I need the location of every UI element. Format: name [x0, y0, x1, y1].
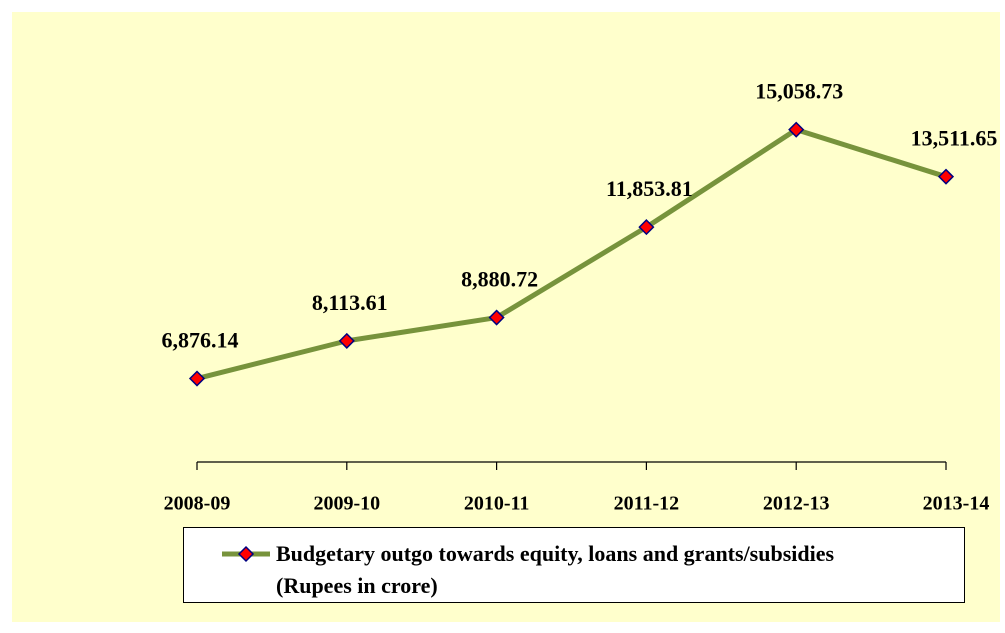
data-point: [788, 121, 805, 138]
legend-label: Budgetary outgo towards equity, loans an…: [276, 541, 835, 598]
data-point: [188, 370, 206, 387]
legend-marker: [237, 545, 255, 563]
data-point: [638, 219, 655, 236]
x-tick-label: 2009-10: [313, 493, 380, 515]
data-label: 6,876.14: [162, 328, 239, 353]
series-line: [196, 127, 947, 381]
data-label: 8,880.72: [461, 267, 538, 292]
legend: Budgetary outgo towards equity, loans an…: [183, 527, 965, 603]
legend-symbol: [222, 545, 270, 563]
x-tick-label: 2012-13: [763, 493, 830, 515]
data-point: [488, 309, 505, 326]
data-label: 13,511.65: [911, 126, 998, 151]
data-point: [937, 168, 955, 185]
data-point: [338, 332, 355, 349]
x-tick-label: 2013-14: [923, 493, 990, 515]
data-label: 15,058.73: [755, 79, 843, 104]
data-label: 8,113.61: [312, 290, 388, 315]
data-label: 11,853.81: [606, 176, 693, 201]
x-tick-label: 2008-09: [164, 493, 231, 515]
x-tick-label: 2011-12: [614, 493, 680, 515]
chart-background: [12, 12, 1000, 622]
x-tick-label: 2010-11: [464, 493, 530, 515]
